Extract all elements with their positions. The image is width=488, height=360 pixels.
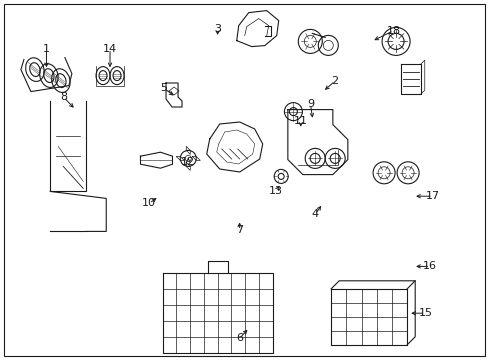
- Text: 17: 17: [425, 191, 439, 201]
- Text: 13: 13: [269, 186, 283, 196]
- Text: 6: 6: [236, 333, 243, 343]
- Text: 8: 8: [60, 92, 67, 102]
- Text: 5: 5: [160, 83, 167, 93]
- Text: 2: 2: [331, 76, 338, 86]
- Text: 10: 10: [142, 198, 156, 208]
- Text: 16: 16: [423, 261, 436, 271]
- Text: 9: 9: [306, 99, 313, 109]
- Text: 14: 14: [103, 44, 117, 54]
- Text: 3: 3: [214, 24, 221, 34]
- Text: 18: 18: [386, 26, 400, 36]
- Text: 4: 4: [311, 209, 318, 219]
- Text: 12: 12: [181, 157, 195, 167]
- Text: 11: 11: [293, 116, 307, 126]
- Text: 7: 7: [236, 225, 243, 235]
- Text: 1: 1: [43, 44, 50, 54]
- Text: 15: 15: [418, 308, 431, 318]
